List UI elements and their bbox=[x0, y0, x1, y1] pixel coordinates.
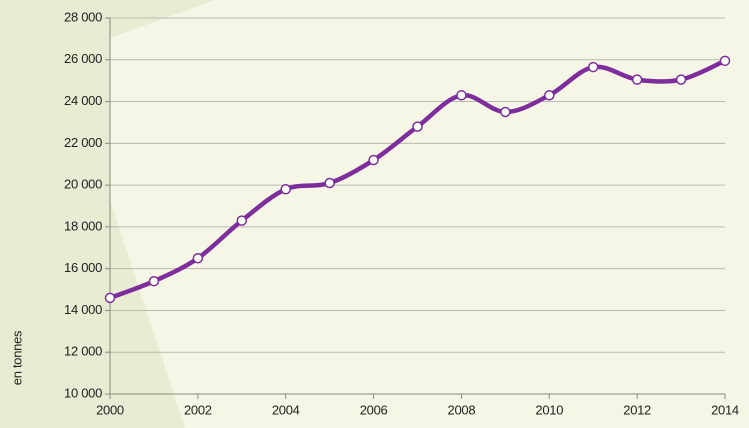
marker bbox=[412, 121, 423, 132]
x-tick-label: 2000 bbox=[96, 402, 124, 417]
marker bbox=[544, 90, 555, 101]
marker bbox=[675, 74, 687, 85]
y-tick-label: 24 000 bbox=[64, 93, 102, 108]
x-tick-label: 2002 bbox=[184, 402, 212, 417]
marker bbox=[104, 292, 116, 304]
marker bbox=[368, 154, 379, 166]
x-tick-label: 2004 bbox=[272, 402, 300, 417]
y-tick-label: 20 000 bbox=[64, 177, 102, 192]
marker bbox=[456, 90, 467, 101]
marker bbox=[631, 74, 643, 85]
y-tick-label: 10 000 bbox=[64, 385, 102, 400]
y-tick-label: 16 000 bbox=[64, 260, 102, 275]
x-tick-label: 2006 bbox=[360, 402, 388, 417]
background-shape bbox=[110, 0, 749, 428]
y-tick-label: 18 000 bbox=[64, 218, 102, 233]
y-tick-label: 12 000 bbox=[64, 344, 102, 359]
marker bbox=[587, 61, 599, 73]
marker bbox=[500, 106, 511, 118]
marker bbox=[719, 55, 731, 67]
marker bbox=[280, 184, 291, 195]
marker bbox=[324, 177, 335, 189]
y-tick-label: 22 000 bbox=[64, 135, 102, 150]
y-tick-label: 14 000 bbox=[64, 302, 102, 317]
y-tick-label: 26 000 bbox=[64, 51, 102, 66]
y-tick-label: 28 000 bbox=[64, 9, 102, 24]
background-shape bbox=[0, 0, 215, 428]
x-tick-label: 2014 bbox=[711, 402, 739, 417]
marker bbox=[192, 252, 204, 264]
x-tick-label: 2010 bbox=[535, 402, 563, 417]
marker bbox=[236, 215, 248, 226]
marker bbox=[148, 275, 160, 287]
y-axis-label: en tonnes bbox=[9, 330, 24, 385]
x-tick-label: 2012 bbox=[623, 402, 651, 417]
x-tick-label: 2008 bbox=[448, 402, 476, 417]
